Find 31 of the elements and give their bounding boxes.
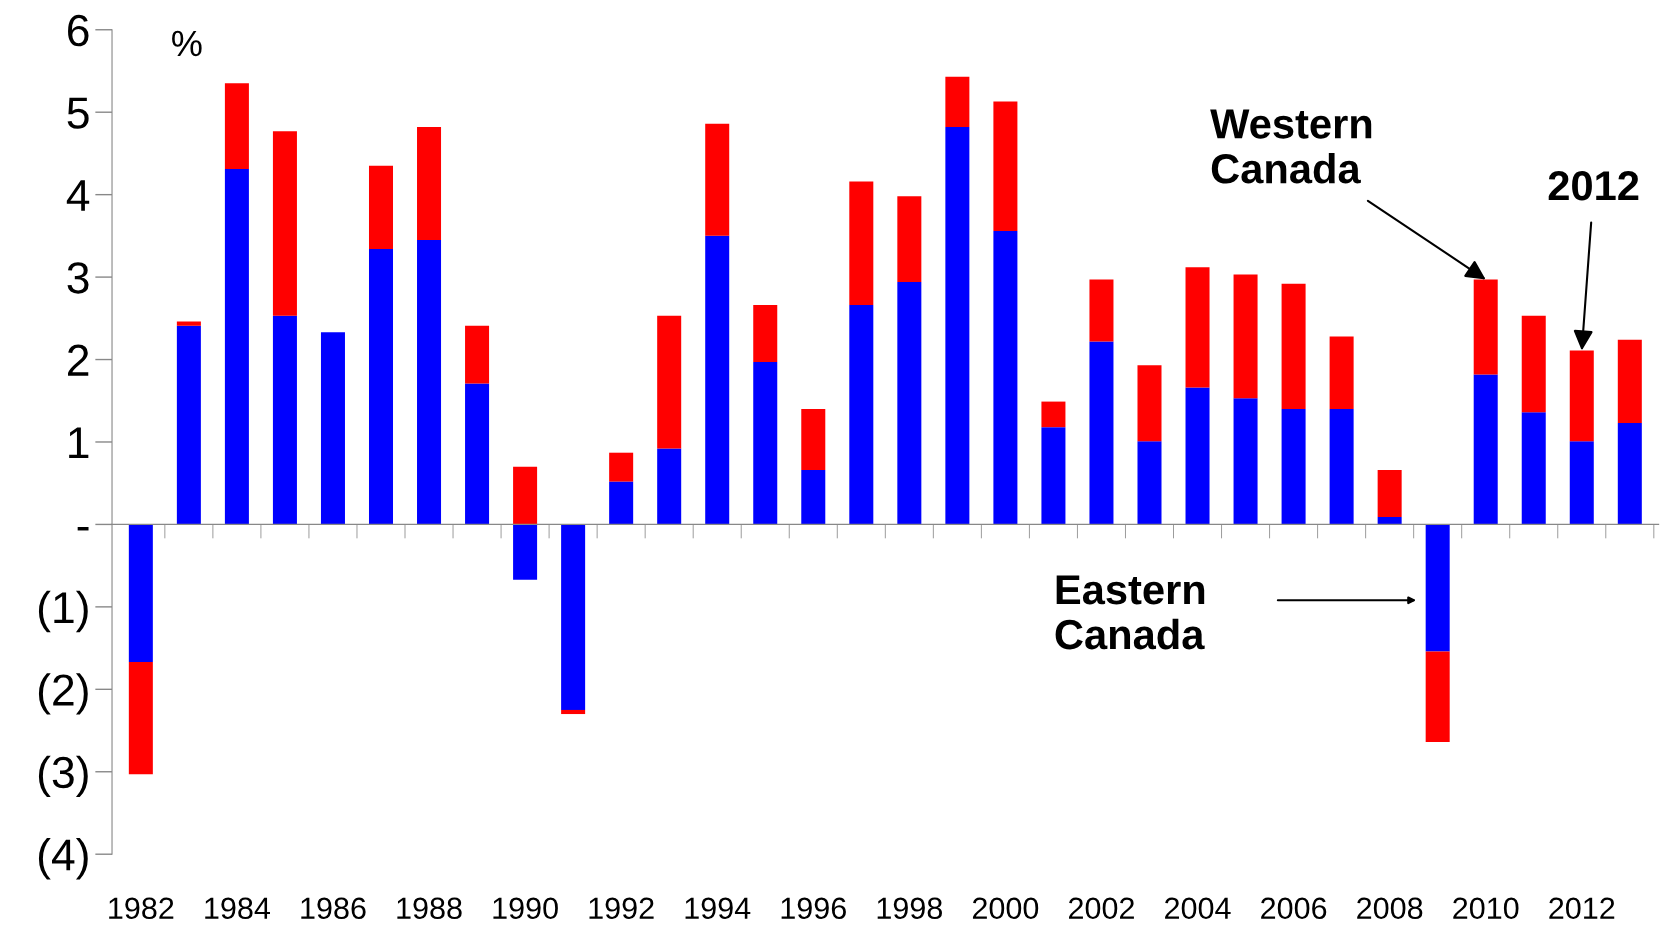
y-tick-label: (2) xyxy=(38,673,88,715)
y-tick-label: 6 xyxy=(68,14,89,47)
x-tick-label: 1990 xyxy=(493,897,558,920)
y-tick-label: - xyxy=(77,526,89,531)
x-tick-label: 2012 xyxy=(1549,897,1615,920)
x-tick-label: 1986 xyxy=(301,897,366,920)
x-tick-label: 1982 xyxy=(109,897,174,920)
annotation: Eastern Canada xyxy=(1055,575,1205,650)
y-tick-label: (4) xyxy=(38,838,88,880)
x-tick-label: 2008 xyxy=(1357,897,1423,920)
annotation: 2012 xyxy=(1548,171,1639,201)
x-tick-label: 1988 xyxy=(397,897,462,920)
y-tick-label: 4 xyxy=(66,180,90,211)
x-tick-label: 2006 xyxy=(1261,897,1327,920)
y-tick-label: 3 xyxy=(67,262,89,294)
x-tick-label: 1994 xyxy=(685,897,751,920)
x-tick-label: 1996 xyxy=(781,897,846,920)
annotation: Western Canada xyxy=(1210,109,1372,184)
y-tick-label: 1 xyxy=(69,427,89,459)
x-tick-label: 2002 xyxy=(1069,897,1134,920)
x-tick-label: 1984 xyxy=(205,897,270,920)
y-tick-label: 2 xyxy=(68,344,89,376)
y-tick-label: 5 xyxy=(67,97,89,129)
annotation: % xyxy=(172,30,202,57)
x-tick-label: 2010 xyxy=(1453,897,1519,920)
x-tick-label: 2004 xyxy=(1165,897,1231,920)
x-tick-label: 1998 xyxy=(877,897,942,920)
y-tick-label: (3) xyxy=(38,755,88,798)
y-tick-label: (1) xyxy=(38,590,88,633)
x-tick-label: 2000 xyxy=(972,897,1039,920)
x-tick-label: 1992 xyxy=(589,897,654,920)
